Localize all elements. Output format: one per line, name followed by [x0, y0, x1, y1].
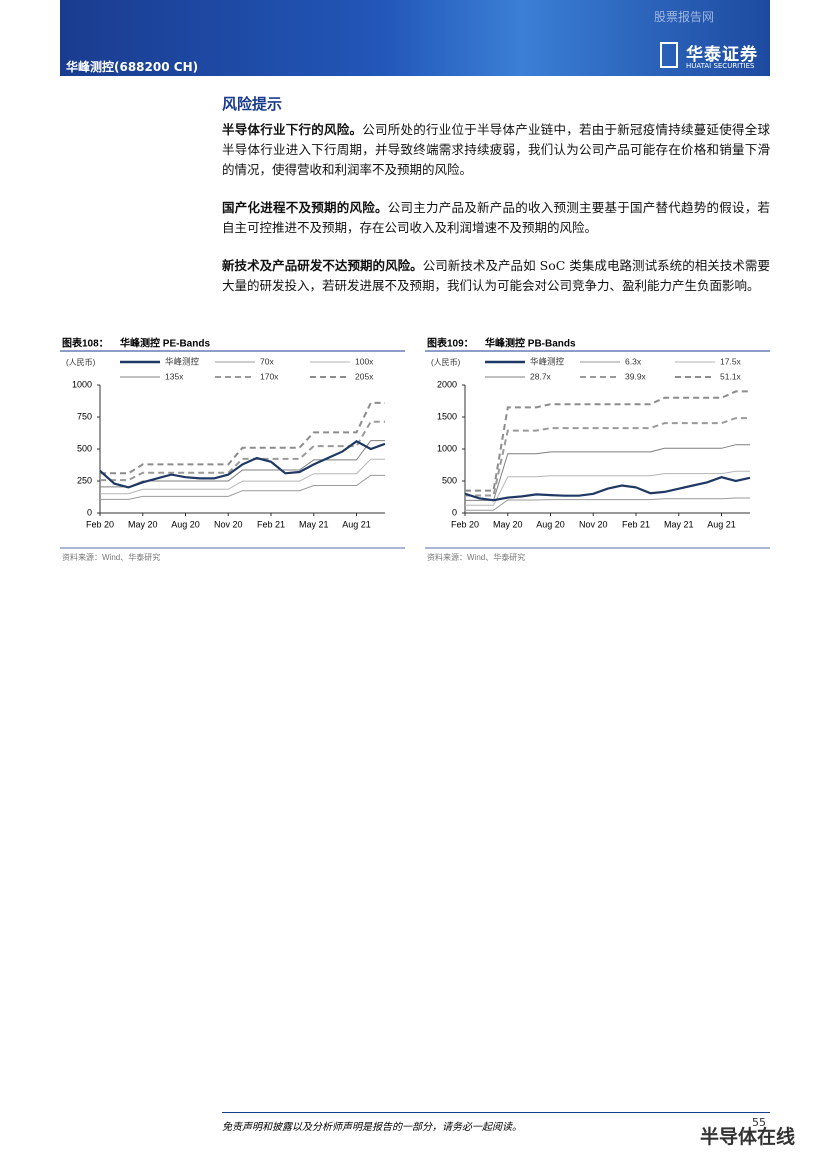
series-line — [100, 401, 385, 475]
legend-label: 华峰测控 — [165, 356, 200, 366]
x-tick-label: Aug 21 — [342, 519, 371, 529]
y-axis-label: (人民币) — [66, 358, 96, 367]
chart: 图表108： 华峰测控 PE-Bands (人民币) 华峰测控 70x 100x 135x 1… — [60, 337, 405, 562]
series-line — [100, 474, 385, 500]
y-tick-label: 0 — [87, 507, 92, 517]
paragraph: 国产化进程不及预期的风险。公司主力产品及新产品的收入预测主要基于国产替代趋势的假… — [222, 198, 770, 238]
x-tick-label: Aug 21 — [707, 519, 736, 529]
section-title: 风险提示 — [222, 95, 283, 113]
paragraph: 新技术及产品研发不达预期的风险。公司新技术及产品如 SoC 类集成电路测试系统的… — [222, 256, 770, 296]
series-line — [465, 390, 750, 492]
watermark: 股票报告网 — [654, 10, 715, 24]
y-tick-label: 1000 — [72, 379, 92, 389]
legend-label: 170x — [260, 371, 279, 381]
para-text: 公司新技术及产品如 SoC 类集成电路测试系统的相关技术需要大量的研发投入，若研… — [222, 258, 770, 293]
series-line — [100, 458, 385, 495]
x-tick-label: Feb 20 — [451, 519, 479, 529]
x-tick-label: Nov 20 — [214, 519, 243, 529]
legend-label: 70x — [260, 356, 274, 366]
header-bar: 华峰测控(688200 CH) 股票报告网 华泰证券 HUATAI SECURI… — [60, 0, 770, 76]
para-text: 公司主力产品及新产品的收入预测主要基于国产替代趋势的假设，若自主可控推进不及预期… — [222, 200, 770, 235]
legend-label: 39.9x — [625, 371, 647, 381]
watermark: 半导体在线 — [700, 1126, 796, 1148]
x-tick-label: May 21 — [299, 519, 329, 529]
legend-label: 6.3x — [625, 356, 642, 366]
chart-title: 华峰测控 PE-Bands — [120, 337, 210, 350]
series-line — [99, 440, 386, 489]
logo-icon — [660, 42, 678, 68]
series-line — [465, 417, 750, 497]
x-tick-label: May 20 — [128, 519, 158, 529]
figure-label: 图表108： — [62, 337, 109, 350]
chart-title: 华峰测控 PB-Bands — [485, 337, 576, 350]
legend-label: 135x — [165, 371, 184, 381]
y-tick-label: 2000 — [437, 379, 457, 389]
legend-label: 华峰测控 — [530, 356, 565, 366]
x-tick-label: Feb 20 — [86, 519, 114, 529]
series-line — [465, 444, 750, 501]
x-tick-label: Nov 20 — [579, 519, 608, 529]
source: 资料来源：Wind、华泰研究 — [427, 552, 525, 562]
x-tick-label: Aug 20 — [171, 519, 200, 529]
x-tick-label: May 21 — [664, 519, 694, 529]
para-lead: 半导体行业下行的风险。 — [222, 122, 363, 137]
para-text: 公司所处的行业位于半导体产业链中，若由于新冠疫情持续蔓延使得全球半导体行业进入下… — [222, 122, 770, 177]
y-tick-label: 1000 — [437, 443, 457, 453]
series-line — [465, 470, 750, 506]
y-tick-label: 500 — [442, 475, 457, 485]
chart: 图表109： 华峰测控 PB-Bands (人民币) 华峰测控 6.3x 17.5x 28.… — [425, 337, 770, 562]
legend-label: 100x — [355, 356, 374, 366]
y-tick-label: 250 — [77, 475, 92, 485]
source: 资料来源：Wind、华泰研究 — [62, 552, 160, 562]
figure-label: 图表109： — [427, 337, 474, 350]
page-number: 55 — [752, 1116, 766, 1129]
legend-label: 28.7x — [530, 371, 552, 381]
company-name: 华峰测控(688200 CH) — [66, 60, 199, 74]
para-lead: 新技术及产品研发不达预期的风险。 — [222, 258, 423, 273]
x-tick-label: Aug 20 — [536, 519, 565, 529]
y-tick-label: 0 — [452, 507, 457, 517]
y-tick-label: 750 — [77, 411, 92, 421]
x-tick-label: Feb 21 — [257, 519, 285, 529]
legend-label: 17.5x — [720, 356, 742, 366]
x-tick-label: May 20 — [493, 519, 523, 529]
y-axis-label: (人民币) — [431, 358, 461, 367]
disclaimer: 免责声明和披露以及分析师声明是报告的一部分，请务必一起阅读。 — [222, 1122, 522, 1133]
legend-label: 205x — [355, 371, 374, 381]
logo: 华泰证券 — [686, 45, 758, 65]
logo-en: HUATAI SECURITIES — [686, 62, 755, 70]
y-tick-label: 500 — [77, 443, 92, 453]
footer-rule — [222, 1112, 770, 1113]
y-tick-label: 1500 — [437, 411, 457, 421]
series-line — [465, 497, 750, 511]
paragraph: 半导体行业下行的风险。公司所处的行业位于半导体产业链中，若由于新冠疫情持续蔓延使… — [222, 120, 770, 180]
series-line — [464, 476, 751, 502]
legend-label: 51.1x — [720, 371, 742, 381]
x-tick-label: Feb 21 — [622, 519, 650, 529]
para-lead: 国产化进程不及预期的风险。 — [222, 200, 388, 215]
